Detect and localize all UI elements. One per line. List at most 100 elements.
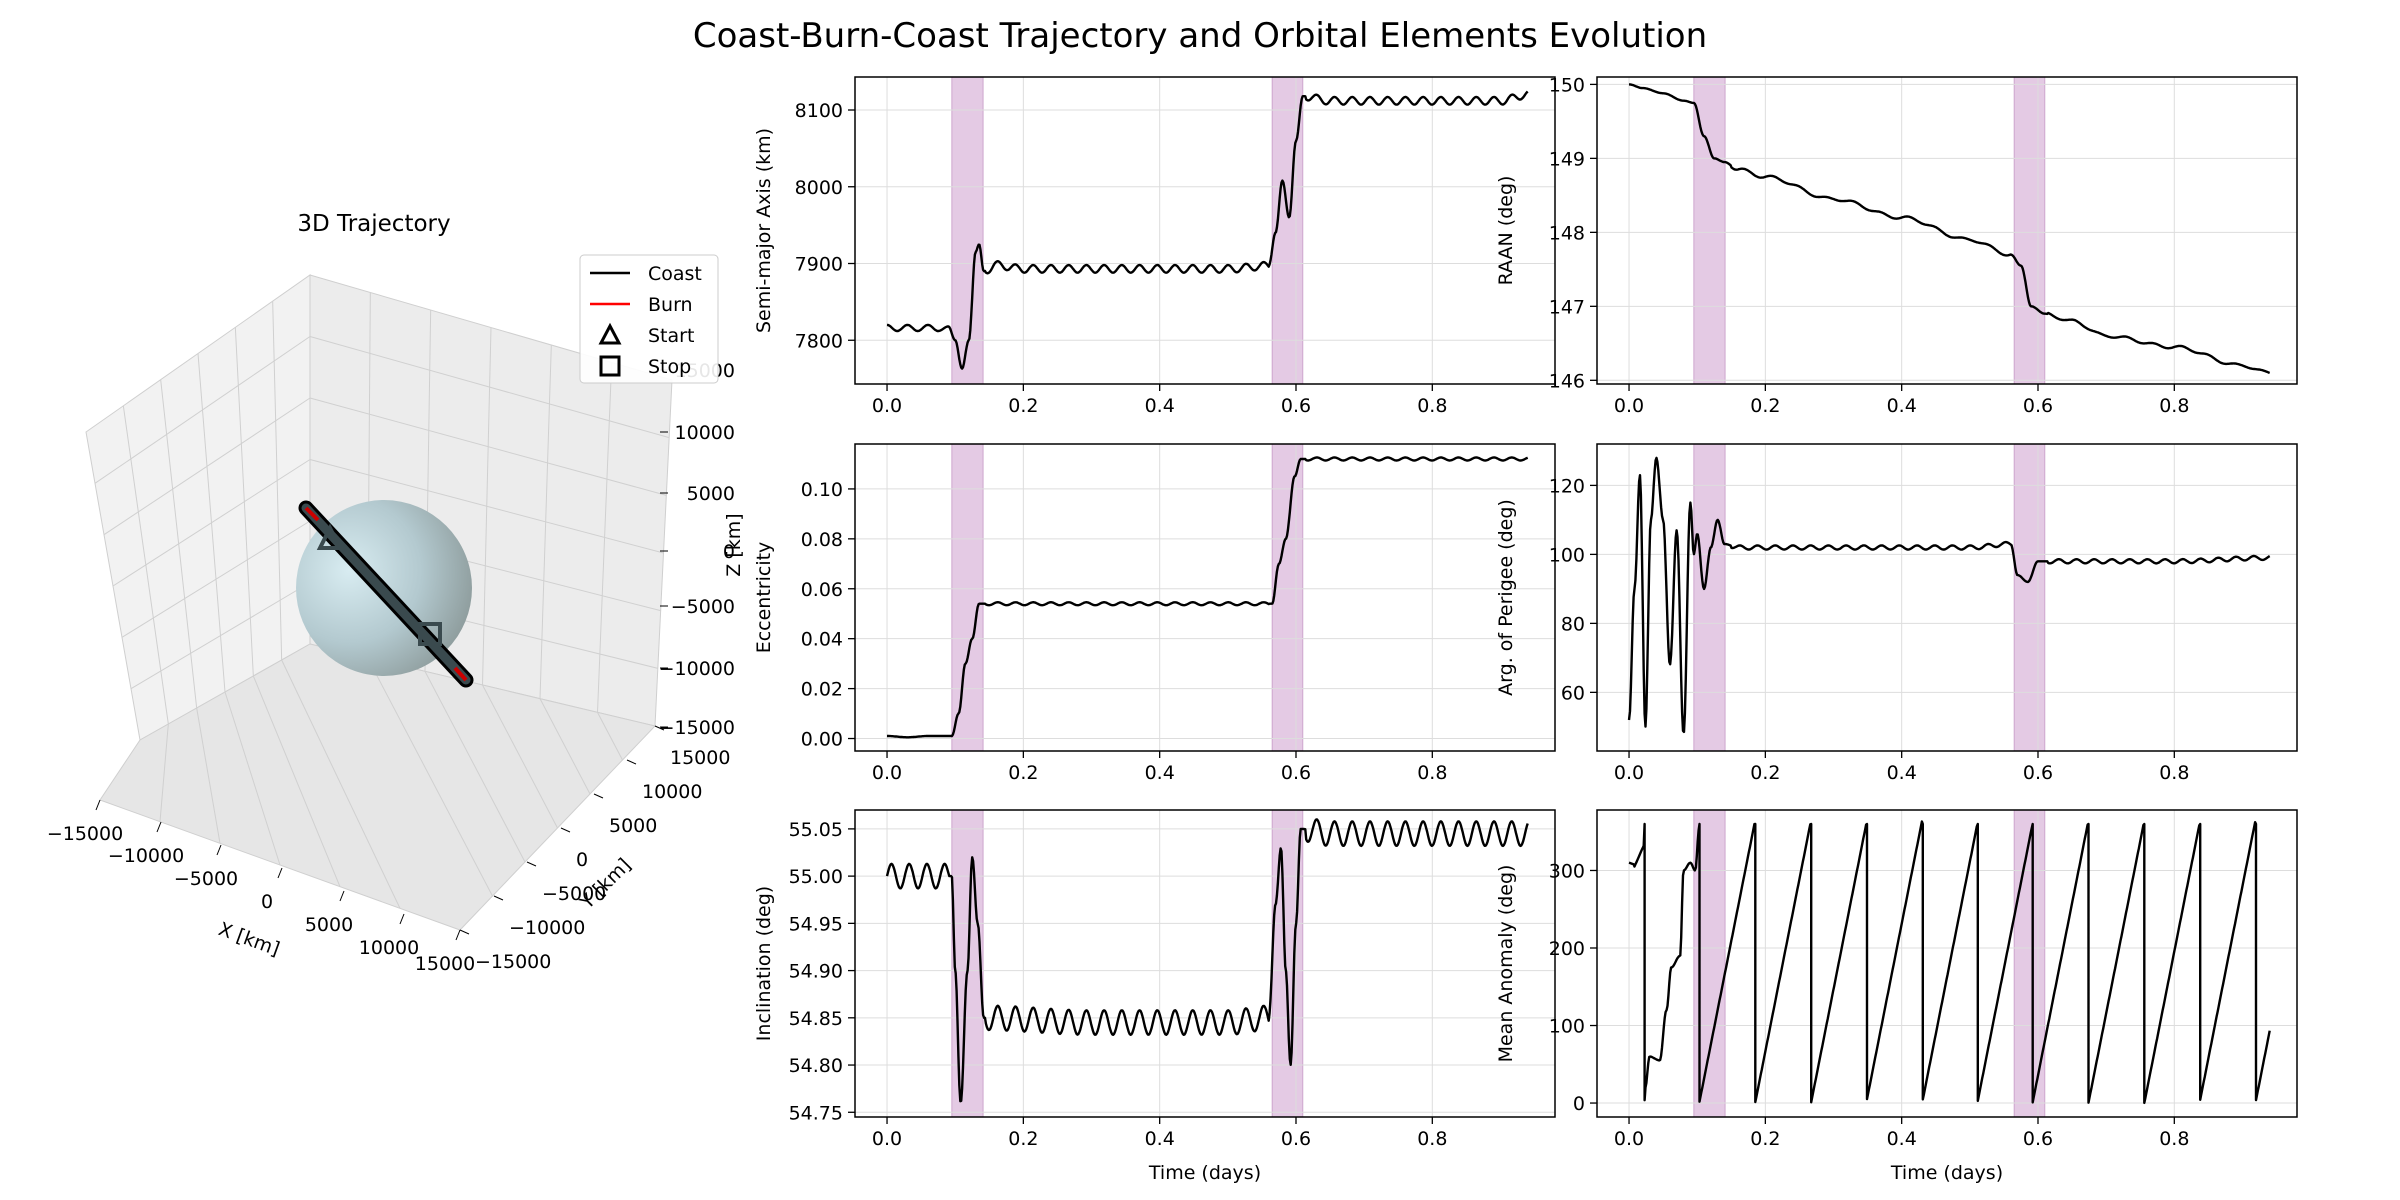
y-tick-label: 200	[1549, 938, 1585, 960]
raan-panel: 0.0 0.2 0.4 0.6 0.8 146 147 148 149 150 RAAN (deg)	[1495, 74, 2298, 417]
y-tick-label: 54.80	[789, 1055, 843, 1077]
x-tick-label: 0.0	[872, 395, 902, 417]
y-tick-label: 7900	[795, 254, 843, 276]
legend-stop-swatch	[599, 355, 621, 377]
x-tick-label: 0.8	[1417, 395, 1447, 417]
inc-series-line	[885, 818, 1529, 1103]
raan-series-line	[1628, 83, 2271, 375]
x-tick-label: 0.2	[1750, 1128, 1780, 1150]
y-tick-label: −10000	[509, 917, 585, 939]
burn-span	[2013, 76, 2046, 385]
x-tick-label: 0.0	[1614, 1128, 1644, 1150]
axes-frame	[854, 76, 1556, 385]
y-axis-label: Eccentricity	[753, 542, 775, 654]
z-tick-label: 10000	[675, 422, 735, 444]
burn-span	[2013, 443, 2046, 752]
x-tick-label: 0.4	[1145, 1128, 1175, 1150]
sma-series-line	[886, 90, 1529, 370]
y-tick-label: 10000	[642, 781, 702, 803]
y-tick	[654, 725, 665, 731]
burn-span	[1693, 443, 1726, 752]
y-tick-label: 120	[1549, 475, 1585, 497]
y-tick-label: 149	[1549, 148, 1585, 170]
trajectory-burn	[304, 506, 320, 522]
grid-line	[130, 582, 311, 690]
x-tick-label: 0.0	[872, 762, 902, 784]
x-tick-label: 0.4	[1887, 1128, 1917, 1150]
trajectory-3d-panel: 3D Trajectory−15000−10000−50000500010000…	[47, 211, 745, 975]
x-tick-label: 0.0	[1614, 762, 1644, 784]
inc-panel: 0.0 0.2 0.4 0.6 0.8 54.75 54.80 54.85 54.90 54.95…	[753, 809, 1556, 1184]
x-tick-label: 0.6	[2023, 1128, 2053, 1150]
x-tick-label: 0.6	[1281, 395, 1311, 417]
x-tick-label: −5000	[174, 868, 238, 890]
y-tick-label: 147	[1549, 296, 1585, 318]
y-tick-label: 0.00	[801, 729, 843, 751]
x-tick-label: 0.8	[2159, 1128, 2189, 1150]
y-tick-label: 55.05	[789, 819, 843, 841]
y-axis-label: Arg. of Perigee (deg)	[1495, 499, 1517, 696]
y-axis-label: Semi-major Axis (km)	[753, 128, 775, 333]
x-tick-label: 0.0	[1614, 395, 1644, 417]
x-tick-label: 0.0	[872, 1128, 902, 1150]
x-tick-label: 0.4	[1887, 395, 1917, 417]
y-tick-label: 0.02	[801, 679, 843, 701]
x-tick-label: 0.2	[1008, 762, 1038, 784]
y-axis-label: RAAN (deg)	[1495, 176, 1517, 286]
x-tick-label: 15000	[415, 953, 475, 975]
legend-start-label: Start	[648, 325, 694, 347]
legend-frame	[579, 254, 719, 384]
x-tick	[399, 913, 405, 925]
y-tick-label: 7800	[795, 330, 843, 352]
y-axis-label: Mean Anomaly (deg)	[1495, 865, 1517, 1063]
y-tick-label: 60	[1561, 682, 1585, 704]
x-tick-label: −10000	[108, 845, 184, 867]
z-tick-label: −15000	[659, 717, 735, 739]
x-tick-label: 0.6	[1281, 1128, 1311, 1150]
y-tick-label: 54.85	[789, 1008, 843, 1030]
x-tick	[95, 799, 101, 811]
z-tick-label: −5000	[671, 596, 735, 618]
y-tick-label: 0	[1573, 1093, 1585, 1115]
start-marker	[316, 523, 344, 550]
x-axis-label: X [km]	[215, 918, 282, 960]
x-tick-label: 0.2	[1750, 762, 1780, 784]
y-tick	[526, 861, 537, 867]
x-tick-label: 0	[261, 891, 273, 913]
grid-line	[281, 659, 401, 909]
x-tick-label: 0.6	[2023, 395, 2053, 417]
x-tick-label: 0.2	[1008, 395, 1038, 417]
axes-frame	[854, 443, 1556, 752]
argp-series-line	[1627, 456, 2271, 734]
y-tick-label: 150	[1549, 74, 1585, 96]
trajectory-burn	[453, 666, 468, 682]
y-tick-label: 0.08	[801, 529, 843, 551]
argp-panel: 0.0 0.2 0.4 0.6 0.8 60 80 100 120 Arg. of Perigee…	[1495, 443, 2298, 784]
z-axis-label: Z [km]	[723, 513, 745, 576]
grid-line	[482, 684, 558, 829]
axes-frame	[1596, 809, 2298, 1118]
figure-title: Coast-Burn-Coast Trajectory and Orbital …	[692, 16, 1708, 56]
y-tick-label: 54.90	[789, 961, 843, 983]
x-tick-label: 0.2	[1750, 395, 1780, 417]
x-tick-label: 0.4	[1145, 762, 1175, 784]
y-tick-label: −5000	[542, 883, 606, 905]
x-tick-label: 0.8	[1417, 762, 1447, 784]
ecc-panel: 0.0 0.2 0.4 0.6 0.8 0.00 0.02 0.04 0.06 0.08 0.10 E…	[753, 443, 1556, 784]
y-tick-label: 55.00	[789, 866, 843, 888]
y-tick-label: 300	[1549, 860, 1585, 882]
z-tick-label: −10000	[659, 658, 735, 680]
x-tick	[277, 867, 283, 879]
ma-series-line	[1628, 820, 2271, 1105]
x-tick-label: 0.4	[1887, 762, 1917, 784]
x-tick-label: 0.8	[2159, 395, 2189, 417]
y-tick-label: 146	[1549, 370, 1585, 392]
y-tick	[560, 827, 571, 833]
ecc-series-line	[886, 456, 1529, 739]
legend-coast-label: Coast	[648, 263, 702, 285]
legend: Coast Burn Start Stop	[579, 254, 719, 384]
burn-span	[1271, 443, 1304, 752]
x-tick-label: 0.6	[1281, 762, 1311, 784]
x-tick	[339, 890, 345, 902]
